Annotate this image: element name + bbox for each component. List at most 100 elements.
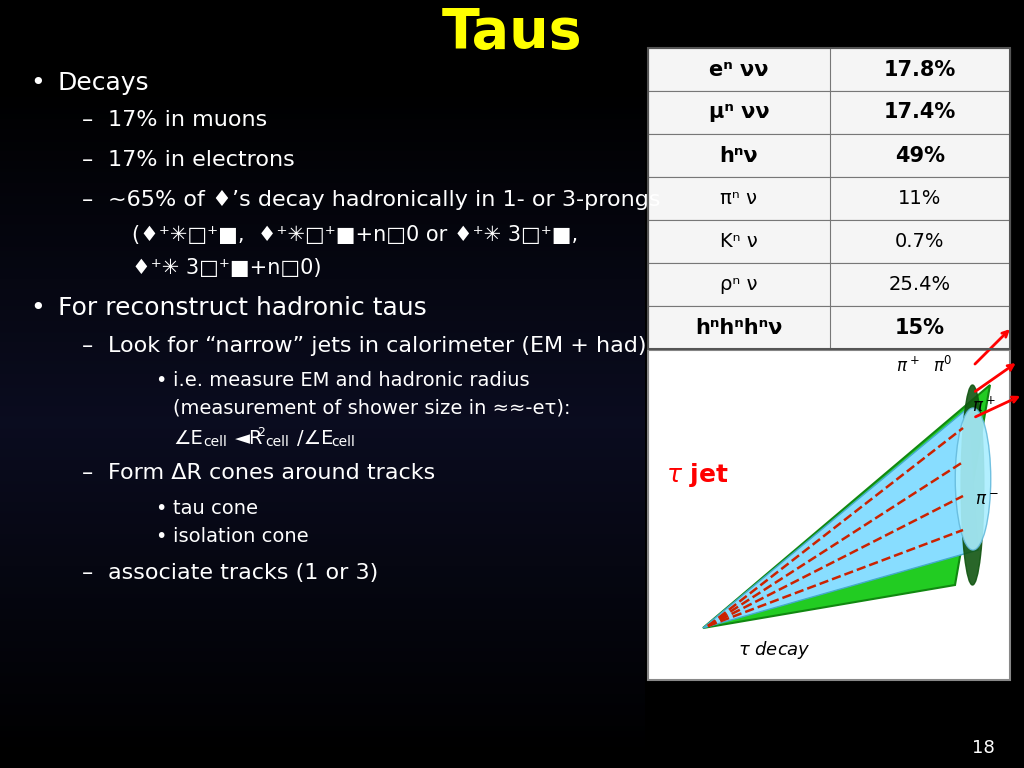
Bar (0, 498, 645, 499)
Bar (645, 100, 1024, 101)
Bar (645, 729, 1024, 730)
Bar (0, 39, 645, 40)
Bar (645, 297, 1024, 298)
Bar (645, 434, 1024, 435)
Bar (645, 108, 1024, 109)
Bar (0, 384, 645, 385)
Bar (645, 376, 1024, 377)
Bar (645, 718, 1024, 719)
Bar (645, 27, 1024, 28)
Bar (645, 419, 1024, 420)
Bar (645, 464, 1024, 465)
Bar (645, 537, 1024, 538)
Bar (645, 284, 1024, 285)
Bar (0, 285, 645, 286)
Bar (645, 668, 1024, 669)
Bar (0, 378, 645, 379)
Bar (645, 303, 1024, 304)
Bar (645, 437, 1024, 438)
Bar (0, 85, 645, 86)
Bar (645, 294, 1024, 295)
Bar (0, 396, 645, 397)
Bar (645, 409, 1024, 410)
Bar (645, 62, 1024, 63)
Bar (645, 525, 1024, 526)
Bar (645, 758, 1024, 759)
Bar (0, 421, 645, 422)
Bar (0, 757, 645, 758)
Bar (0, 618, 645, 619)
Bar (645, 73, 1024, 74)
Bar (0, 65, 645, 66)
Bar (0, 425, 645, 426)
Bar (0, 375, 645, 376)
Bar (645, 470, 1024, 471)
Bar (645, 336, 1024, 337)
Bar (645, 651, 1024, 652)
Bar (0, 113, 645, 114)
Bar (0, 742, 645, 743)
Bar (645, 653, 1024, 654)
Bar (645, 76, 1024, 77)
Bar (0, 175, 645, 176)
Bar (645, 143, 1024, 144)
Bar (645, 754, 1024, 755)
Bar (645, 276, 1024, 277)
Bar (0, 278, 645, 279)
Bar (0, 92, 645, 93)
Bar (645, 411, 1024, 412)
Bar (645, 187, 1024, 188)
Bar (645, 753, 1024, 754)
Bar (0, 108, 645, 109)
Bar (0, 206, 645, 207)
Bar (0, 157, 645, 158)
Bar (645, 460, 1024, 461)
Text: •: • (30, 71, 45, 95)
Bar (645, 183, 1024, 184)
Bar (645, 664, 1024, 665)
Bar (0, 103, 645, 104)
Bar (645, 289, 1024, 290)
Bar (645, 359, 1024, 360)
Bar (645, 449, 1024, 450)
Bar (0, 300, 645, 301)
Bar (0, 386, 645, 387)
Bar (645, 483, 1024, 484)
Bar (0, 123, 645, 124)
Bar (0, 587, 645, 588)
Bar (0, 532, 645, 533)
Bar (645, 506, 1024, 507)
Bar (645, 71, 1024, 72)
Bar (645, 215, 1024, 216)
Bar (0, 447, 645, 448)
Bar (0, 634, 645, 635)
Bar (645, 201, 1024, 202)
Bar (645, 586, 1024, 587)
Bar (0, 524, 645, 525)
Bar (645, 742, 1024, 743)
Bar (0, 8, 645, 9)
Bar (645, 766, 1024, 767)
Bar (645, 32, 1024, 33)
Bar (645, 692, 1024, 693)
Bar (645, 632, 1024, 633)
Bar (0, 719, 645, 720)
Bar (645, 571, 1024, 572)
Bar (645, 476, 1024, 477)
Bar (0, 547, 645, 548)
Bar (645, 391, 1024, 392)
Bar (0, 635, 645, 636)
Bar (645, 626, 1024, 627)
Bar (0, 88, 645, 89)
Bar (0, 483, 645, 484)
Bar (645, 300, 1024, 301)
Bar (645, 221, 1024, 222)
Bar (0, 459, 645, 460)
Bar (0, 359, 645, 360)
Bar (645, 377, 1024, 378)
Bar (0, 99, 645, 100)
Bar (645, 489, 1024, 490)
Bar (0, 144, 645, 145)
Bar (645, 267, 1024, 268)
Bar (0, 284, 645, 285)
